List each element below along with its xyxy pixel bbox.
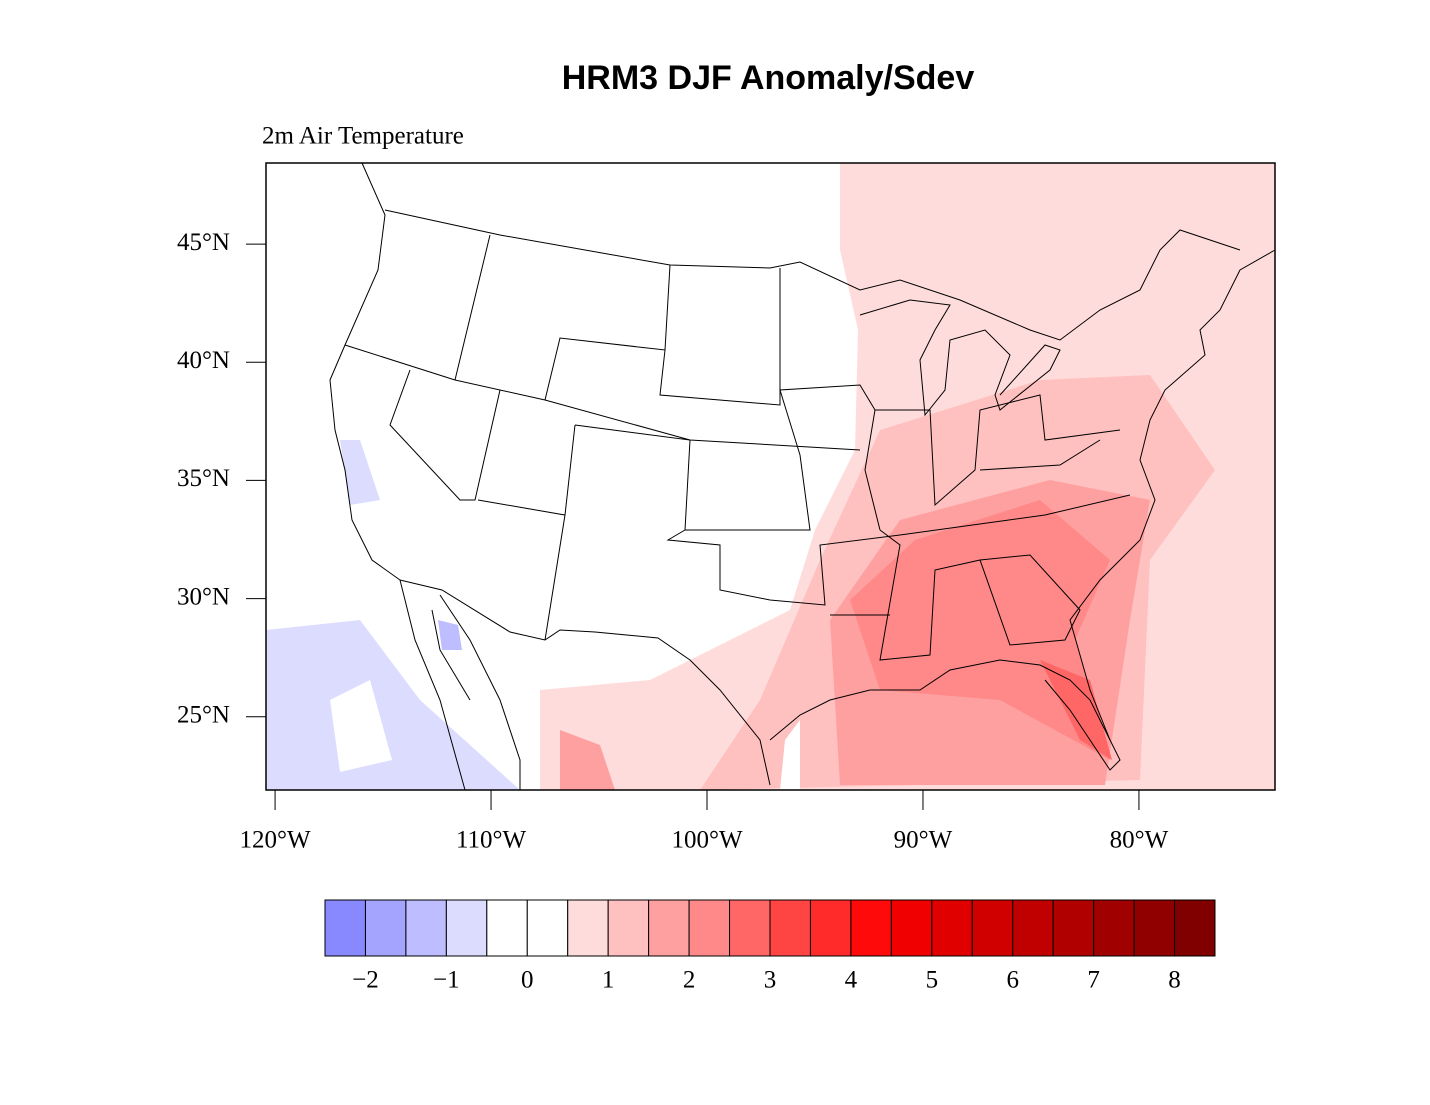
colorbar-swatch (688, 899, 731, 957)
contour-fill (1040, 660, 1112, 760)
colorbar-swatch (931, 899, 973, 957)
colorbar-label: 8 (1168, 967, 1181, 994)
lon-tick-label: 80°W (1110, 827, 1169, 854)
colorbar-swatch (405, 899, 447, 957)
lat-tick-label: 25°N (177, 701, 230, 728)
colorbar-label: 5 (926, 967, 939, 994)
lon-tick-label: 90°W (894, 827, 953, 854)
colorbar-swatch (1174, 899, 1216, 957)
lon-tick-label: 120°W (240, 827, 311, 854)
colorbar-swatch (526, 899, 569, 957)
colorbar-label: −1 (433, 967, 460, 994)
contour-fill (438, 620, 462, 650)
colorbar-label: 4 (845, 967, 858, 994)
great-lakes (859, 299, 1061, 417)
contour-fill (780, 720, 800, 790)
colorbar-swatch (971, 899, 1014, 957)
colorbar-swatch (607, 899, 650, 957)
baja-gulf (431, 594, 521, 790)
colorbar-label: 3 (764, 967, 777, 994)
colorbar-swatch (324, 899, 366, 957)
colorbar-swatch (1093, 899, 1135, 957)
colorbar-label: 6 (1006, 967, 1019, 994)
colorbar-label: 2 (683, 967, 696, 994)
colorbar-swatch (445, 899, 488, 957)
borders (329, 162, 1276, 791)
colorbar-label: 0 (521, 967, 534, 994)
colorbar-swatch (567, 899, 609, 957)
colorbar-swatch (1012, 899, 1054, 957)
lon-tick-label: 100°W (671, 827, 742, 854)
state-lines (344, 234, 1131, 661)
us-mexico-border (399, 579, 771, 786)
subtitle: 2m Air Temperature (262, 123, 464, 150)
colorbar-swatch (769, 899, 811, 957)
contour-fill (560, 730, 615, 790)
lon-tick-label: 110°W (456, 827, 527, 854)
colorbar-label: 7 (1087, 967, 1100, 994)
colorbar-label: −2 (352, 967, 379, 994)
contour-fill (266, 620, 520, 790)
lat-tick-label: 35°N (177, 465, 230, 492)
title: HRM3 DJF Anomaly/Sdev (562, 59, 975, 97)
lat-tick-label: 45°N (177, 229, 230, 256)
colorbar-swatch (648, 899, 690, 957)
canada-border (384, 209, 1241, 341)
contour-fill (340, 440, 380, 505)
contour-fields (266, 163, 1275, 790)
colorbar-swatch (1133, 899, 1176, 957)
colorbar-swatch (890, 899, 933, 957)
colorbar-swatch (809, 899, 852, 957)
atlantic-coast (1069, 249, 1276, 741)
lat-tick-label: 30°N (177, 583, 230, 610)
colorbar-swatch (729, 899, 771, 957)
coastline (329, 162, 466, 791)
map-frame (265, 162, 1276, 791)
contour-fill (850, 500, 1110, 760)
colorbar-swatch (1052, 899, 1095, 957)
colorbar-swatch (486, 899, 528, 957)
contour-fill (330, 680, 392, 772)
colorbar-swatch (850, 899, 892, 957)
lat-tick-label: 40°N (177, 347, 230, 374)
gulf-coast (769, 659, 1121, 771)
colorbar-label: 1 (602, 967, 615, 994)
colorbar-swatch (364, 899, 407, 957)
